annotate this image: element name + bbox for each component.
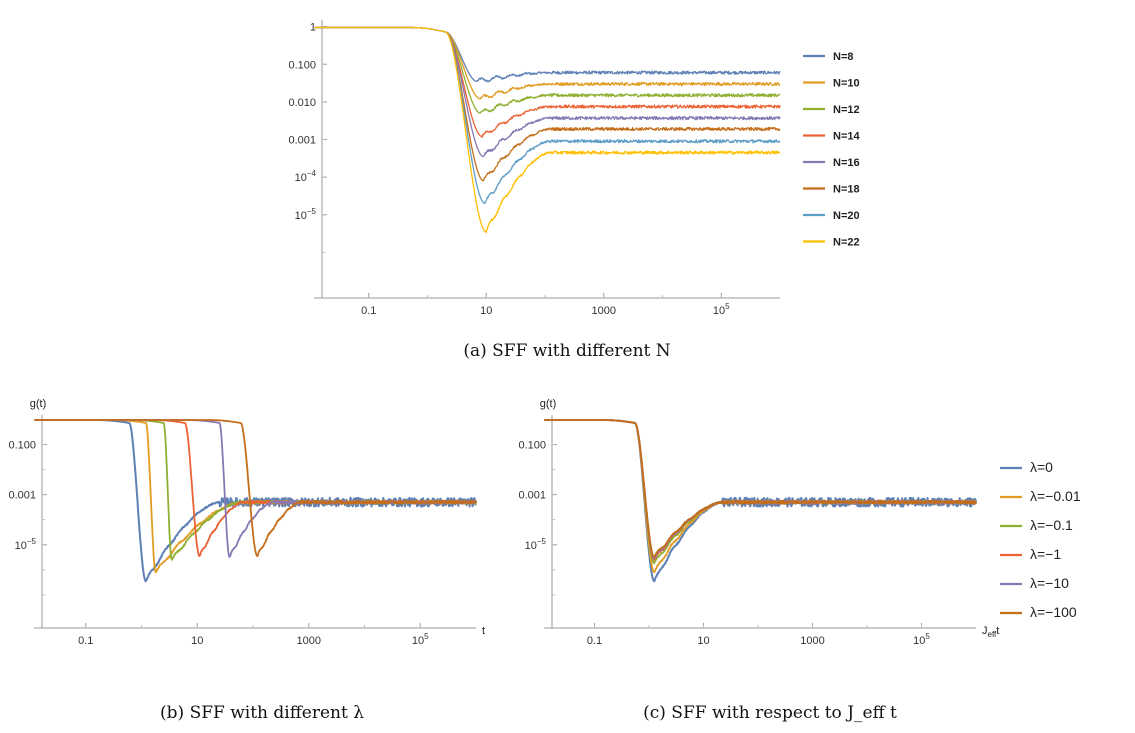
x-tick-label-3: 105	[412, 632, 429, 647]
legend-label-3: λ=−1	[1030, 546, 1061, 562]
legend-label-0: λ=0	[1030, 459, 1053, 475]
legend-label-2: N=12	[833, 104, 860, 116]
series-line-2	[34, 419, 477, 561]
legend-label-5: λ=−100	[1030, 604, 1077, 620]
panel-c-caption-text: (c) SFF with respect to J_eff t	[643, 703, 897, 723]
panel-a-caption: (a) SFF with different N	[463, 341, 670, 361]
x-axis-label: Jefft	[982, 625, 999, 639]
series-line-3	[34, 419, 477, 557]
series-line-4	[314, 26, 781, 158]
x-tick-label-2: 1000	[800, 635, 824, 647]
series-line-6	[314, 26, 781, 205]
panel-b-axes: 0.1 10 1000 105 0.100 0.001 10−5 g(t) t	[8, 398, 485, 647]
y-tick-label-2: 0.010	[288, 97, 316, 109]
panel-b-series	[33, 419, 477, 583]
panel-b-caption-text: (b) SFF with different λ	[160, 703, 364, 723]
x-tick-label-0: 0.1	[361, 305, 376, 317]
panel-a-series	[314, 26, 781, 234]
y-tick-label-0: 1	[310, 22, 316, 34]
series-line-2	[314, 26, 781, 114]
legend-label-2: λ=−0.1	[1030, 517, 1073, 533]
x-axis-label: t	[482, 625, 485, 637]
y-tick-label-1: 0.001	[518, 490, 546, 502]
x-tick-label-3: 105	[713, 302, 730, 317]
panel-a-chart: 0.1 10 1000 105 1 0.100 0.010 0.001 10−4 10−5 N=8…	[288, 20, 860, 317]
legend-label-0: N=8	[833, 51, 854, 63]
x-tick-label-3: 105	[913, 632, 930, 647]
panel-a-legend: N=8 N=10 N=12 N=14 N=16 N=18 N=20 N=22	[803, 51, 860, 249]
y-tick-label-0: 0.100	[8, 439, 36, 451]
legend-label-4: λ=−10	[1030, 575, 1069, 591]
legend-label-1: λ=−0.01	[1030, 488, 1081, 504]
x-tick-label-2: 1000	[297, 635, 321, 647]
y-axis-label: g(t)	[540, 398, 557, 410]
legend-label-7: N=22	[833, 237, 860, 249]
x-tick-label-1: 10	[697, 635, 709, 647]
y-tick-label-1: 0.100	[288, 59, 316, 71]
legend-label-4: N=16	[833, 157, 860, 169]
y-tick-label-4: 10−4	[295, 169, 317, 184]
panel-b-chart: 0.1 10 1000 105 0.100 0.001 10−5 g(t) t	[8, 398, 485, 647]
x-tick-label-1: 10	[480, 305, 492, 317]
panel-a-axes: 0.1 10 1000 105 1 0.100 0.010 0.001 10−4 10−5	[288, 20, 780, 317]
y-tick-label-1: 0.001	[8, 490, 36, 502]
series-line-7	[314, 26, 781, 234]
series-line-1	[314, 26, 781, 100]
series-line-1	[543, 419, 977, 574]
series-line-4	[543, 419, 977, 560]
series-line-5	[34, 419, 477, 557]
panel-a-caption-text: (a) SFF with different N	[463, 341, 670, 361]
panel-c-legend: λ=0 λ=−0.01 λ=−0.1 λ=−1 λ=−10 λ=−100	[1000, 459, 1081, 620]
legend-label-3: N=14	[833, 131, 860, 143]
x-tick-label-1: 10	[191, 635, 203, 647]
panel-c-series	[543, 419, 977, 583]
panel-c-axes: 0.1 10 1000 105 0.100 0.001 10−5 g(t) Jefft	[518, 398, 999, 647]
series-line-5	[543, 419, 977, 559]
x-tick-label-0: 0.1	[78, 635, 93, 647]
y-axis-label: g(t)	[30, 398, 47, 410]
y-tick-label-5: 10−5	[295, 207, 317, 222]
legend-label-1: N=10	[833, 78, 860, 90]
y-tick-label-2: 10−5	[15, 537, 37, 552]
y-tick-label-2: 10−5	[525, 537, 547, 552]
series-line-4	[34, 419, 477, 558]
legend-label-6: N=20	[833, 210, 860, 222]
series-line-2	[543, 419, 977, 565]
y-tick-label-3: 0.001	[288, 135, 316, 147]
legend-label-5: N=18	[833, 184, 860, 196]
y-tick-label-0: 0.100	[518, 439, 546, 451]
series-line-5	[314, 26, 781, 182]
series-line-3	[543, 419, 977, 561]
series-line-0	[314, 26, 781, 83]
x-tick-label-2: 1000	[592, 305, 616, 317]
panel-b-caption: (b) SFF with different λ	[160, 703, 364, 723]
x-tick-label-0: 0.1	[587, 635, 602, 647]
panel-c-caption: (c) SFF with respect to J_eff t	[643, 703, 897, 723]
